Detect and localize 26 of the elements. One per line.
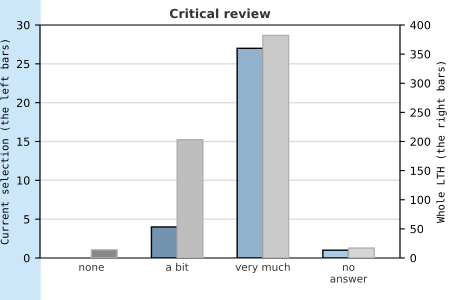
bar	[90, 249, 118, 258]
y2-tick-label: 400	[410, 20, 430, 30]
x-tick-label: none	[79, 264, 104, 271]
y-tick-label: 30	[16, 20, 30, 30]
y-tick-label: 20	[16, 98, 30, 108]
y-axis-title: Current selection (the left bars)	[0, 40, 10, 244]
y2-axis-title: Whole LTH (the right bars)	[436, 62, 447, 224]
bar	[150, 226, 178, 258]
y-tick-label: 5	[24, 215, 30, 224]
y2-tick-label: 200	[410, 137, 430, 146]
y2-tick-label: 100	[410, 196, 430, 204]
chart-title: Critical review	[170, 8, 270, 18]
x-tick-label: very much	[235, 262, 290, 273]
x-tick-label: no answer	[330, 264, 368, 283]
y2-tick-label: 250	[410, 108, 430, 117]
y2-tick-label: 150	[410, 166, 430, 176]
y-tick-label: 15	[17, 138, 30, 146]
y2-tick-label: 50	[410, 224, 424, 234]
y2-tick-label: 300	[410, 79, 430, 88]
y-tick-label: 10	[17, 176, 30, 185]
y2-tick-label: 0	[410, 254, 416, 262]
bar	[176, 139, 204, 258]
x-tick-label: a bit	[166, 262, 189, 271]
y-tick-label: 0	[24, 254, 30, 262]
y-tick-label: 25	[16, 60, 30, 68]
y2-tick-label: 350	[410, 50, 430, 59]
